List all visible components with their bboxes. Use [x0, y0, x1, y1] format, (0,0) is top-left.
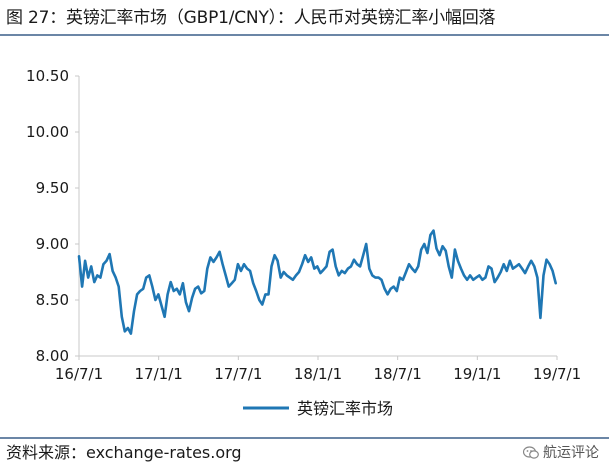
- y-tick-label: 9.50: [36, 179, 69, 197]
- x-tick-label: 18/1/1: [294, 365, 342, 383]
- watermark: 航运评论: [523, 441, 599, 465]
- y-tick-label: 8.00: [36, 347, 69, 365]
- legend: 英镑汇率市场: [243, 399, 393, 418]
- x-axis: 16/7/1 17/1/1 17/7/1 18/1/1 18/7/1 19/1/1 19/7…: [55, 355, 581, 383]
- y-tick-label: 10.00: [26, 123, 69, 141]
- bottom-rule: [0, 437, 609, 439]
- legend-label: 英镑汇率市场: [297, 399, 393, 418]
- x-tick-label: 19/7/1: [533, 365, 581, 383]
- source-note: 资料来源：exchange-rates.org: [6, 443, 242, 462]
- y-tick-label: 9.00: [36, 235, 69, 253]
- y-tick-label: 10.50: [26, 67, 69, 85]
- series-line-0: [77, 229, 557, 335]
- y-tick-label: 8.50: [36, 291, 69, 309]
- x-tick-label: 17/1/1: [135, 365, 183, 383]
- x-tick-label: 17/7/1: [214, 365, 262, 383]
- x-tick-label: 19/1/1: [453, 365, 501, 383]
- plot-area: [77, 229, 557, 335]
- y-axis: 10.50 10.00 9.50 9.00 8.50 8.00: [26, 67, 80, 365]
- wechat-bubble-icon: [523, 446, 539, 459]
- title-rule: [0, 34, 609, 36]
- watermark-label: 航运评论: [543, 445, 599, 461]
- x-tick-label: 16/7/1: [55, 365, 103, 383]
- figure-title: 图 27：英镑汇率市场（GBP1/CNY）：人民币对英镑汇率小幅回落: [6, 8, 496, 28]
- x-tick-label: 18/7/1: [374, 365, 422, 383]
